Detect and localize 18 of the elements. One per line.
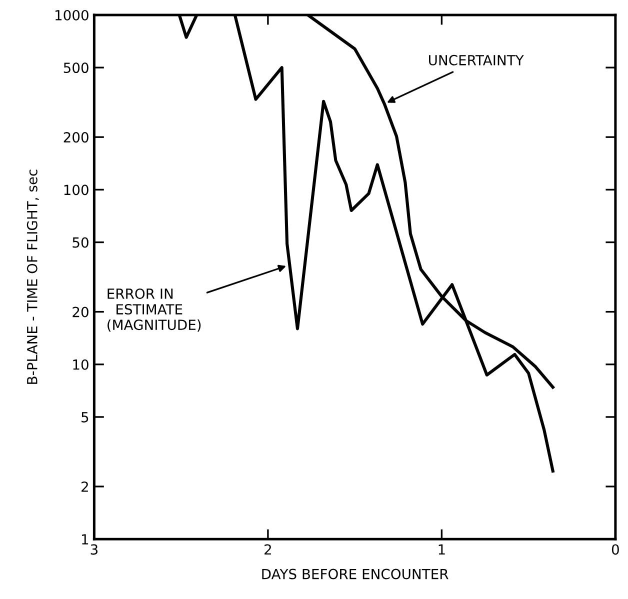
x-tick-label: 0 xyxy=(612,544,619,555)
y-tick-label: 1000 xyxy=(56,10,88,20)
y-tick-label: 200 xyxy=(64,132,88,143)
x-tick-label: 2 xyxy=(264,544,271,555)
x-tick-label: 1 xyxy=(438,544,445,555)
y-axis-title: B-PLANE - TIME OF FLIGHT, sec xyxy=(26,170,39,384)
y-tick-label: 500 xyxy=(64,62,88,74)
y-tick-label: 20 xyxy=(72,306,88,318)
y-tick-label: 10 xyxy=(73,359,88,370)
y-tick-label: 2 xyxy=(82,481,88,492)
y-tick-label: 5 xyxy=(82,412,88,422)
y-tick-label: 100 xyxy=(64,184,88,196)
y-tick-label: 1 xyxy=(82,534,88,544)
x-axis-title: DAYS BEFORE ENCOUNTER xyxy=(262,568,448,580)
annotation: ERROR IN ESTIMATE (MAGNITUDE) xyxy=(108,288,201,332)
y-tick-label: 50 xyxy=(72,237,88,248)
x-tick-label: 3 xyxy=(90,544,98,555)
annotation: UNCERTAINTY xyxy=(429,54,524,66)
